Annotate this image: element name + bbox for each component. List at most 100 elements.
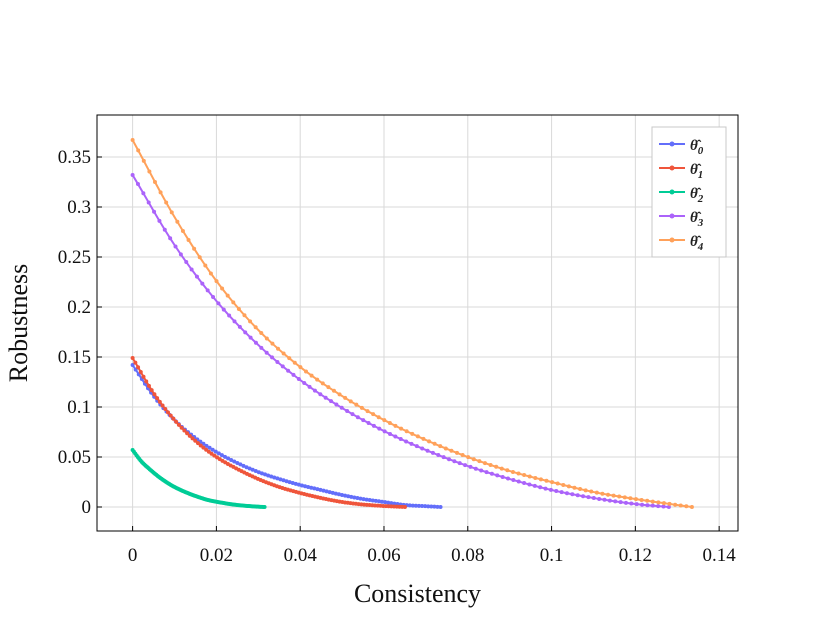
series-4-point-27 (281, 351, 286, 356)
series-3-point-6 (162, 227, 167, 232)
series-4-point-39 (348, 399, 353, 404)
series-3-point-73 (522, 481, 527, 486)
series-4-point-57 (449, 448, 454, 453)
series-3-point-59 (447, 457, 452, 462)
series-4-point-87 (617, 494, 622, 499)
series-0-point-54 (296, 482, 301, 487)
series-3-point-86 (591, 496, 596, 501)
series-4-point-40 (354, 402, 359, 407)
x-tick-label-7: 0.14 (703, 545, 737, 566)
series-3-point-3 (146, 200, 151, 205)
series-0-point-91 (410, 503, 415, 508)
series-0-point-97 (429, 504, 434, 509)
series-4-point-76 (555, 481, 560, 486)
series-3-point-26 (270, 355, 275, 360)
series-1-point-25 (198, 443, 203, 448)
series-0-point-83 (386, 500, 391, 505)
y-tick-label-5: 0.25 (58, 247, 91, 268)
series-3-point-21 (243, 330, 248, 335)
series-3-point-41 (350, 412, 355, 417)
series-4-point-95 (661, 501, 666, 506)
series-4-point-44 (376, 415, 381, 420)
series-4-point-23 (259, 330, 264, 335)
series-0-point-26 (210, 447, 215, 452)
series-4-point-84 (600, 491, 605, 496)
legend-label-subscript-2: 2 (697, 193, 704, 205)
x-tick-label-6: 0.12 (619, 545, 652, 566)
series-4-point-25 (270, 341, 275, 346)
series-4-point-3 (147, 169, 152, 174)
y-tick-label-2: 0.1 (67, 397, 91, 418)
series-3-point-23 (253, 340, 258, 345)
series-4-point-62 (477, 459, 482, 464)
series-1 (130, 356, 407, 509)
series-4-point-100 (689, 505, 694, 509)
grid-lines (97, 115, 738, 531)
series-3-point-34 (312, 388, 317, 393)
series-0-point-64 (327, 490, 332, 495)
series-0-point-44 (266, 473, 271, 478)
x-tick-label-4: 0.08 (451, 545, 484, 566)
series-1-point-8 (152, 392, 157, 397)
series-4-point-37 (337, 392, 342, 397)
series-4-point-31 (304, 369, 308, 374)
series-4-point-61 (471, 457, 476, 462)
series-3-point-69 (500, 474, 505, 479)
series-4-point-88 (622, 495, 627, 500)
series-3-point-76 (538, 485, 543, 490)
series-3-point-77 (543, 486, 548, 491)
series-4-point-58 (455, 450, 460, 455)
series-4-point-93 (650, 499, 655, 504)
series-3-point-44 (366, 421, 371, 426)
series-4-point-56 (443, 446, 448, 451)
series-0-point-79 (373, 498, 378, 503)
series-0-point-85 (392, 501, 397, 506)
series-0-point-38 (247, 466, 252, 471)
series-4-point-75 (550, 480, 555, 485)
series-3-point-60 (452, 459, 457, 464)
series-4-point-55 (438, 444, 443, 449)
series-4-point-59 (460, 453, 465, 458)
series-3-point-72 (516, 479, 521, 484)
series-4-point-94 (656, 500, 661, 505)
series-3-point-79 (554, 489, 559, 494)
x-tick-label-1: 0.02 (200, 545, 233, 566)
series-4-point-9 (180, 228, 185, 233)
series-0-point-73 (355, 496, 360, 501)
series-0-point-0 (130, 363, 135, 367)
x-tick-label-5: 0.1 (540, 545, 564, 566)
series-3-point-75 (532, 483, 537, 488)
legend-label-theta-4: θ̂ (690, 234, 702, 250)
series-3-point-5 (157, 218, 162, 223)
series-0-point-49 (281, 478, 286, 483)
series-0-point-78 (370, 498, 375, 503)
series-0-point-52 (290, 480, 295, 485)
series-4-point-68 (510, 469, 515, 474)
series-4 (130, 138, 694, 509)
series-0-point-80 (376, 499, 381, 504)
legend-label-2: θ̂2 (690, 186, 704, 205)
series-3-point-68 (495, 473, 500, 478)
legend-label-theta-0: θ̂ (690, 138, 702, 154)
series-1-point-11 (160, 403, 165, 408)
series-1-point-4 (141, 374, 146, 379)
series-0-point-35 (238, 462, 243, 467)
series-0-point-60 (315, 487, 320, 492)
series-3-point-64 (473, 466, 478, 471)
series-4-point-82 (589, 489, 594, 494)
series-0-point-100 (438, 505, 443, 509)
series-3-point-46 (377, 426, 382, 431)
series-4-point-52 (421, 436, 426, 441)
series-4-point-49 (404, 429, 409, 434)
series-0-point-95 (423, 504, 428, 509)
series-3-point-81 (564, 491, 569, 496)
series-1-point-7 (149, 388, 154, 393)
series-4-point-92 (645, 498, 650, 503)
series-4-point-41 (359, 405, 364, 410)
series-0-point-33 (232, 459, 237, 464)
series-0-point-31 (226, 456, 231, 461)
series-0-point-82 (383, 500, 388, 505)
series-4-point-12 (197, 255, 202, 260)
series-3-point-2 (141, 191, 146, 196)
series-1-point-6 (146, 383, 151, 388)
